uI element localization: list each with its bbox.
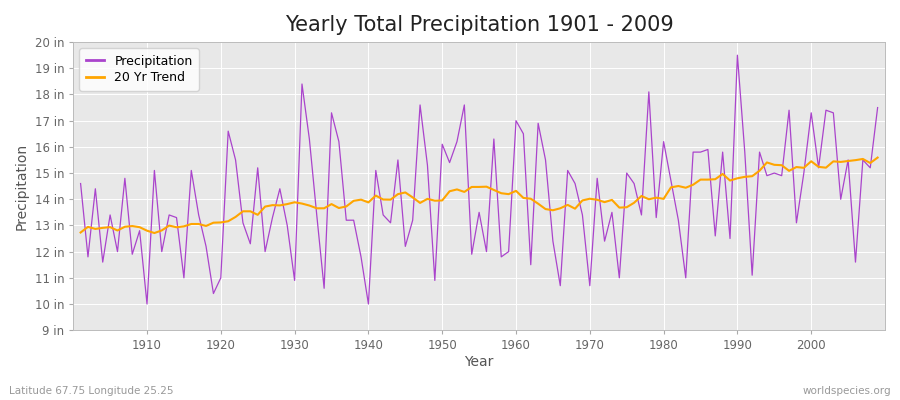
20 Yr Trend: [304, 203, 315, 208]
20 Yr Trend: [872, 155, 883, 160]
Precipitation: [518, 131, 529, 136]
X-axis label: Year: Year: [464, 355, 494, 369]
20 Yr Trend: [76, 230, 86, 235]
20 Yr Trend: [134, 225, 145, 230]
Y-axis label: Precipitation: Precipitation: [15, 142, 29, 230]
Precipitation: [134, 228, 145, 233]
Line: Precipitation: Precipitation: [81, 55, 878, 304]
20 Yr Trend: [510, 188, 521, 193]
20 Yr Trend: [607, 198, 617, 202]
Title: Yearly Total Precipitation 1901 - 2009: Yearly Total Precipitation 1901 - 2009: [284, 15, 673, 35]
Precipitation: [348, 218, 359, 222]
Precipitation: [76, 181, 86, 186]
Text: worldspecies.org: worldspecies.org: [803, 386, 891, 396]
20 Yr Trend: [518, 196, 529, 200]
20 Yr Trend: [149, 231, 160, 236]
Precipitation: [141, 302, 152, 306]
Precipitation: [872, 105, 883, 110]
Precipitation: [510, 118, 521, 123]
Legend: Precipitation, 20 Yr Trend: Precipitation, 20 Yr Trend: [79, 48, 199, 91]
Precipitation: [304, 137, 315, 142]
Precipitation: [732, 53, 742, 58]
20 Yr Trend: [348, 198, 359, 203]
Precipitation: [607, 210, 617, 215]
Text: Latitude 67.75 Longitude 25.25: Latitude 67.75 Longitude 25.25: [9, 386, 174, 396]
Line: 20 Yr Trend: 20 Yr Trend: [81, 158, 878, 233]
